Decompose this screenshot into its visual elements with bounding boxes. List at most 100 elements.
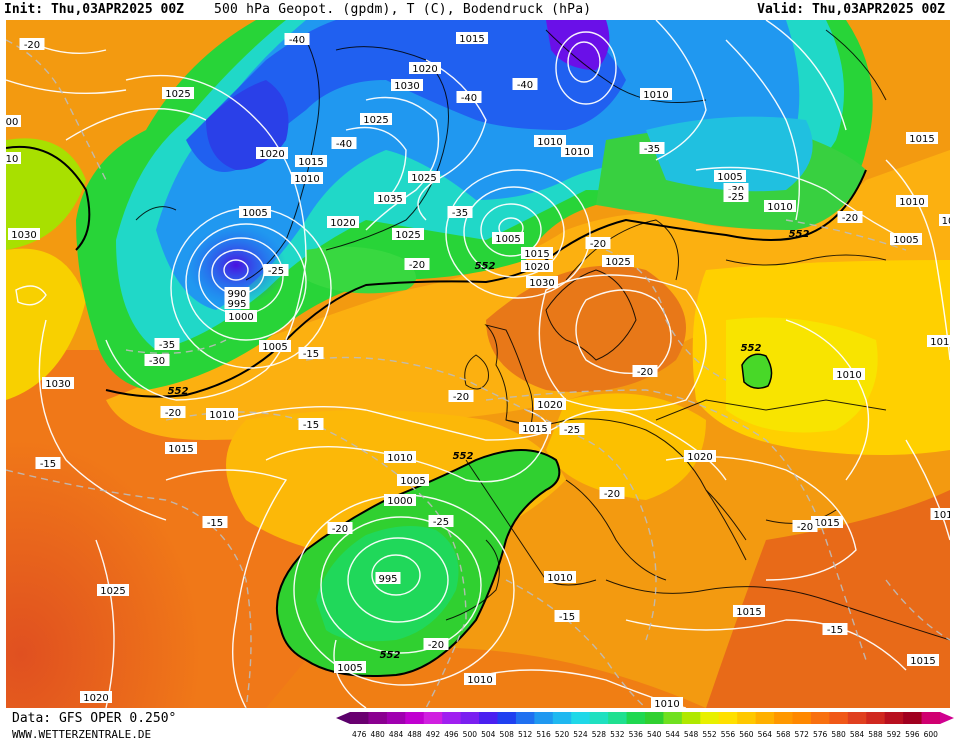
pressure-label: 1025 xyxy=(363,115,388,126)
pressure-label: 1015 xyxy=(524,249,549,260)
p-label-bg xyxy=(602,255,634,267)
pressure-label: 1025 xyxy=(165,89,190,100)
pressure-label: 1010 xyxy=(643,90,668,101)
t-label-bg xyxy=(837,211,863,223)
legend-value: 504 xyxy=(481,730,496,739)
p-label-bg xyxy=(327,216,359,228)
legend-swatch xyxy=(903,712,923,724)
t-label-bg xyxy=(723,190,749,202)
t-label-bg xyxy=(35,457,61,469)
pressure-label: 1015 xyxy=(298,157,323,168)
temperature-label: -35 xyxy=(159,340,175,351)
map-title: 500 hPa Geopot. (gpdm), T (C), Bodendruc… xyxy=(214,2,592,17)
geopotential-label: 552 xyxy=(741,343,762,354)
legend-swatch xyxy=(552,712,572,724)
pressure-label: 1030 xyxy=(45,379,70,390)
p-label-bg xyxy=(519,422,551,434)
pressure-label: 1015 xyxy=(736,607,761,618)
legend-swatch xyxy=(810,712,830,724)
legend-value: 596 xyxy=(905,730,920,739)
temperature-label: -15 xyxy=(559,612,575,623)
p-label-bg xyxy=(97,584,129,596)
p-label-bg xyxy=(521,247,553,259)
t-label-bg xyxy=(160,406,186,418)
legend-swatch xyxy=(866,712,886,724)
t-label-bg xyxy=(447,206,473,218)
pressure-label: 1020 xyxy=(687,452,712,463)
p-label-bg xyxy=(651,697,683,708)
pressure-label: 1015 xyxy=(814,518,839,529)
pressure-label: 995 xyxy=(227,299,246,310)
legend-value: 580 xyxy=(831,730,846,739)
deep-blue-north xyxy=(186,20,626,172)
website-link[interactable]: WWW.WETTERZENTRALE.DE xyxy=(12,728,152,741)
temperature-label: -15 xyxy=(40,459,56,470)
p-label-bg xyxy=(8,228,40,240)
temperature-label: -20 xyxy=(590,239,606,250)
t-label-bg xyxy=(599,487,625,499)
pressure-label: 1005 xyxy=(495,234,520,245)
legend-value: 600 xyxy=(924,730,939,739)
legend-swatch xyxy=(479,712,498,724)
e-label-bg xyxy=(6,115,21,127)
legend-value: 496 xyxy=(444,730,459,739)
temperature-label: -35 xyxy=(644,144,660,155)
pressure-label: 1005 xyxy=(717,172,742,183)
temperature-label: -25 xyxy=(564,425,580,436)
legend-swatch xyxy=(423,712,443,724)
legend-swatch xyxy=(368,712,388,724)
pressure-label: 1030 xyxy=(394,81,419,92)
p-label-bg xyxy=(291,172,323,184)
pressure-label: 1005 xyxy=(242,208,267,219)
temperature-label: -15 xyxy=(207,518,223,529)
legend-right-arrow xyxy=(940,712,954,724)
p-label-bg xyxy=(384,451,416,463)
isotherms xyxy=(6,39,950,708)
legend-value: 576 xyxy=(813,730,828,739)
t-label-bg xyxy=(822,623,848,635)
geopotential-labels: 552 552 552 552 552 552 xyxy=(168,229,810,661)
legend-swatch xyxy=(884,712,904,724)
legend-value: 592 xyxy=(887,730,902,739)
valid-time: Valid: Thu,03APR2025 00Z xyxy=(757,2,945,17)
pressure-label: 1015 xyxy=(168,444,193,455)
contour-552-north xyxy=(105,169,867,398)
pressure-label: 1020 xyxy=(524,262,549,273)
t-label-bg xyxy=(639,142,665,154)
legend-swatch xyxy=(386,712,406,724)
pressure-label: 1010 xyxy=(654,699,679,708)
legend-value: 548 xyxy=(684,730,699,739)
t-label-bg xyxy=(284,33,310,45)
p-label-bg xyxy=(764,200,796,212)
temperature-labels: -20 -40 -40 -40 -40 -35 -30 -25 -35 -25 -20 -20 -35 -… xyxy=(19,33,863,651)
edge-label: 10 xyxy=(6,154,18,165)
p-label-bg xyxy=(684,450,716,462)
p-label-bg xyxy=(811,516,843,528)
t-label-bg xyxy=(632,365,658,377)
p-label-bg xyxy=(224,297,250,309)
t-label-bg xyxy=(298,347,324,359)
legend-value: 484 xyxy=(389,730,404,739)
t-label-bg xyxy=(554,610,580,622)
p-label-bg xyxy=(225,310,257,322)
legend-value: 524 xyxy=(573,730,588,739)
ne-cyan xyxy=(646,116,813,192)
p-label-bg xyxy=(544,571,576,583)
temperature-label: -25 xyxy=(268,266,284,277)
temperature-label: -20 xyxy=(842,213,858,224)
pressure-label: 1010 xyxy=(767,202,792,213)
legend-value: 512 xyxy=(518,730,533,739)
p-label-bg xyxy=(295,155,327,167)
legend-swatch xyxy=(497,712,517,724)
legend-swatch xyxy=(460,712,480,724)
geopotential-label: 552 xyxy=(789,229,810,240)
pressure-label: 1030 xyxy=(529,278,554,289)
geopotential-label: 552 xyxy=(453,451,474,462)
t-label-bg xyxy=(792,520,818,532)
pressure-label: 1010 xyxy=(209,410,234,421)
legend-value: 508 xyxy=(500,730,515,739)
e-label-bg xyxy=(930,508,950,520)
pressure-label: 1015 xyxy=(909,134,934,145)
p-label-bg xyxy=(259,340,291,352)
pressure-label: 1015 xyxy=(910,656,935,667)
